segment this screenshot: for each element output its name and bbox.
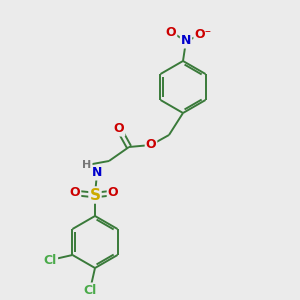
- Text: O⁻: O⁻: [194, 28, 212, 40]
- Text: H: H: [82, 160, 91, 170]
- Text: O: O: [146, 139, 156, 152]
- Text: N: N: [92, 167, 102, 179]
- Text: N: N: [181, 34, 191, 47]
- Text: Cl: Cl: [44, 254, 57, 266]
- Text: S: S: [89, 188, 100, 202]
- Text: O: O: [70, 187, 80, 200]
- Text: Cl: Cl: [83, 284, 97, 296]
- Text: O: O: [166, 26, 176, 38]
- Text: O: O: [114, 122, 124, 136]
- Text: O: O: [108, 187, 118, 200]
